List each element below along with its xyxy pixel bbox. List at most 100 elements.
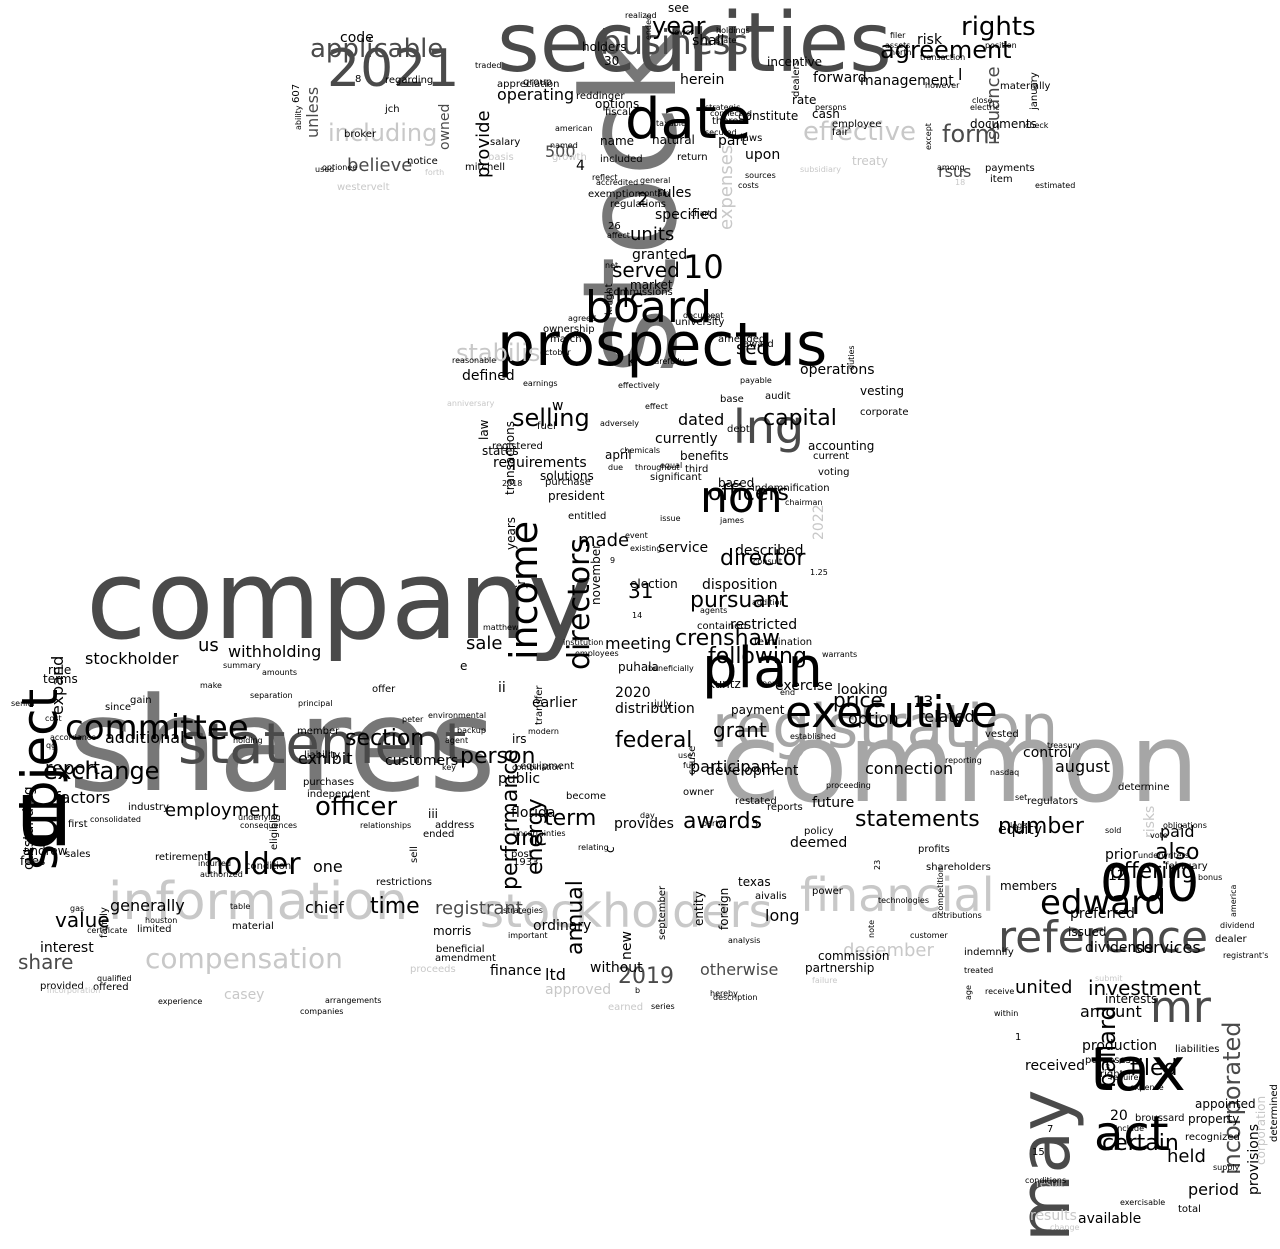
cloud-word: financial xyxy=(800,868,995,922)
cloud-word: e xyxy=(460,659,468,673)
cloud-word: upon xyxy=(745,147,781,163)
cloud-word: among xyxy=(937,163,965,172)
cloud-word: taxable xyxy=(656,119,686,128)
cloud-word: forward xyxy=(813,70,867,86)
cloud-word: customer xyxy=(910,931,948,940)
cloud-word: section xyxy=(345,726,425,751)
cloud-word: treated xyxy=(964,966,994,975)
cloud-word: years xyxy=(504,516,518,550)
cloud-word: accounting xyxy=(808,439,875,453)
cloud-word: withholding xyxy=(228,642,322,661)
cloud-word: u xyxy=(15,760,74,867)
cloud-word: reference xyxy=(998,912,1209,963)
cloud-word: item xyxy=(990,174,1013,185)
cloud-word: purchases xyxy=(303,777,355,788)
cloud-word: chart xyxy=(690,209,711,218)
cloud-word: irs xyxy=(512,732,527,746)
cloud-word: equal xyxy=(660,461,683,470)
cloud-word: sale xyxy=(466,633,503,654)
cloud-word: development xyxy=(706,763,799,779)
cloud-word: benefits xyxy=(680,449,729,463)
cloud-word: selling xyxy=(512,404,590,432)
cloud-word: believe xyxy=(347,155,413,176)
cloud-word: defined xyxy=(462,368,515,384)
cloud-word: disposition xyxy=(702,577,778,593)
cloud-word: companies xyxy=(300,1007,344,1016)
cloud-word: production xyxy=(1082,1038,1158,1054)
cloud-word: jch xyxy=(385,104,400,115)
cloud-word: reddinger xyxy=(576,91,625,102)
cloud-word: effect xyxy=(645,402,668,411)
cloud-word: amended xyxy=(718,334,766,345)
cloud-word: separation xyxy=(250,691,293,700)
cloud-word: 2 xyxy=(637,189,649,210)
cloud-word: thereof xyxy=(712,116,749,127)
cloud-word: strategic xyxy=(705,103,741,112)
cloud-word: realized xyxy=(625,11,657,20)
cloud-word: 10 xyxy=(683,248,724,286)
cloud-word: make xyxy=(200,681,222,690)
cloud-word: employment xyxy=(165,800,279,821)
cloud-word: september xyxy=(657,885,668,940)
cloud-word: holders xyxy=(582,40,627,54)
cloud-word: rights xyxy=(961,12,1036,42)
cloud-word: gas xyxy=(70,904,85,913)
cloud-word: carefully xyxy=(650,357,685,366)
cloud-word: termination xyxy=(754,637,813,648)
cloud-word: including xyxy=(328,119,438,147)
cloud-word: audit xyxy=(765,391,791,402)
cloud-word: indemnify xyxy=(964,947,1014,958)
cloud-word: authorized xyxy=(200,870,243,879)
cloud-word: failure xyxy=(812,976,838,985)
cloud-word: participant xyxy=(690,757,777,776)
cloud-word: purchase xyxy=(545,477,591,488)
cloud-word: secured xyxy=(705,128,737,137)
cloud-word: part xyxy=(718,133,747,149)
cloud-word: modern xyxy=(528,727,559,736)
cloud-word: holdings xyxy=(716,26,750,35)
cloud-word: treasury xyxy=(1047,741,1081,750)
cloud-word: principal xyxy=(298,699,333,708)
cloud-word: beneficially xyxy=(648,664,694,673)
cloud-word: certificate xyxy=(87,926,128,935)
cloud-word: consequences xyxy=(240,821,298,830)
cloud-word: prior xyxy=(1105,847,1138,863)
cloud-word: 23 xyxy=(873,859,882,870)
cloud-word: 1933 xyxy=(513,857,539,868)
cloud-word: purposes xyxy=(1085,1055,1131,1066)
cloud-word: set xyxy=(1015,793,1028,802)
cloud-word: customers xyxy=(385,753,459,769)
cloud-word: conditions xyxy=(1025,1176,1067,1185)
cloud-word: 2022 xyxy=(811,504,827,540)
cloud-word: change xyxy=(1050,1223,1080,1232)
cloud-word: table xyxy=(230,902,251,911)
cloud-word: consolidated xyxy=(90,815,141,824)
cloud-word: president xyxy=(548,489,605,503)
cloud-word: december xyxy=(843,940,934,961)
cloud-word: information xyxy=(108,872,409,932)
cloud-word: throughout xyxy=(635,463,680,472)
cloud-word: agreement xyxy=(880,36,1012,64)
cloud-word: earlier xyxy=(532,695,578,711)
cloud-word: address xyxy=(435,820,475,831)
cloud-word: policy xyxy=(804,826,834,837)
cloud-word: industry xyxy=(128,802,169,813)
cloud-word: affect xyxy=(607,231,630,240)
cloud-word: environmental xyxy=(428,711,487,720)
cloud-word: additional xyxy=(105,728,185,747)
cloud-word: relationships xyxy=(360,821,412,830)
cloud-word: 2020 xyxy=(615,685,651,701)
cloud-word: receive xyxy=(985,987,1015,996)
cloud-word: property xyxy=(1188,1112,1240,1126)
cloud-word: otherwise xyxy=(700,960,779,979)
cloud-word: sources xyxy=(745,171,776,180)
cloud-word: ordinary xyxy=(533,918,592,934)
cloud-word: accredited xyxy=(596,178,639,187)
cloud-word: key xyxy=(442,763,457,772)
cloud-word: relating xyxy=(578,843,609,852)
cloud-word: amounts xyxy=(262,668,298,677)
cloud-word: capital xyxy=(763,406,837,431)
cloud-word: houston xyxy=(145,916,178,925)
cloud-word: provided xyxy=(40,981,84,992)
cloud-word: business xyxy=(600,23,749,63)
